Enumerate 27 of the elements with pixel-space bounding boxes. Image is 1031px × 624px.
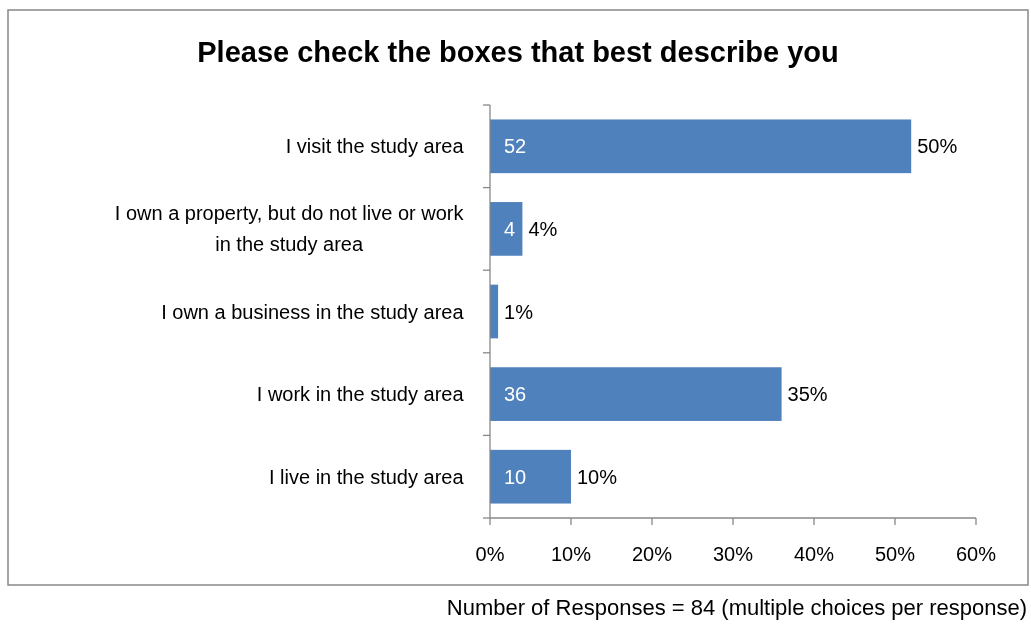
annotation: 35% [787, 383, 828, 406]
data-label: 52 [504, 135, 527, 158]
y-tick-label: I own a business in the study area [161, 300, 465, 323]
data-label: 10 [504, 465, 527, 488]
annotation: 50% [917, 135, 958, 158]
data-label: 4 [504, 217, 516, 240]
annotation: 4% [528, 217, 558, 240]
data-label: 36 [504, 383, 527, 406]
bar [490, 202, 523, 256]
y-tick-label: I own a property, but do not live or work in the study area [114, 202, 465, 256]
x-tick-label: 50% [874, 543, 916, 565]
x-tick-label: 10% [550, 543, 592, 565]
annotation: 1% [504, 300, 534, 323]
x-tick-label: 30% [712, 543, 754, 565]
y-tick-label: I work in the study area [256, 383, 465, 406]
chart-title: Please check the boxes that best describe you [197, 36, 839, 69]
text: Number of Responses = 84 (multiple choices per response) [446, 594, 1027, 620]
x-tick-label: 40% [793, 543, 835, 565]
bar [490, 367, 782, 421]
y-tick-label: I live in the study area [269, 465, 465, 488]
x-tick-label: 60% [955, 543, 997, 565]
bar [490, 119, 912, 174]
y-tick-label: I visit the study area [285, 135, 465, 158]
annotation: 10% [577, 465, 618, 488]
x-tick-label: 20% [631, 543, 673, 565]
x-tick-label: 0% [475, 543, 505, 565]
bar [490, 449, 571, 504]
